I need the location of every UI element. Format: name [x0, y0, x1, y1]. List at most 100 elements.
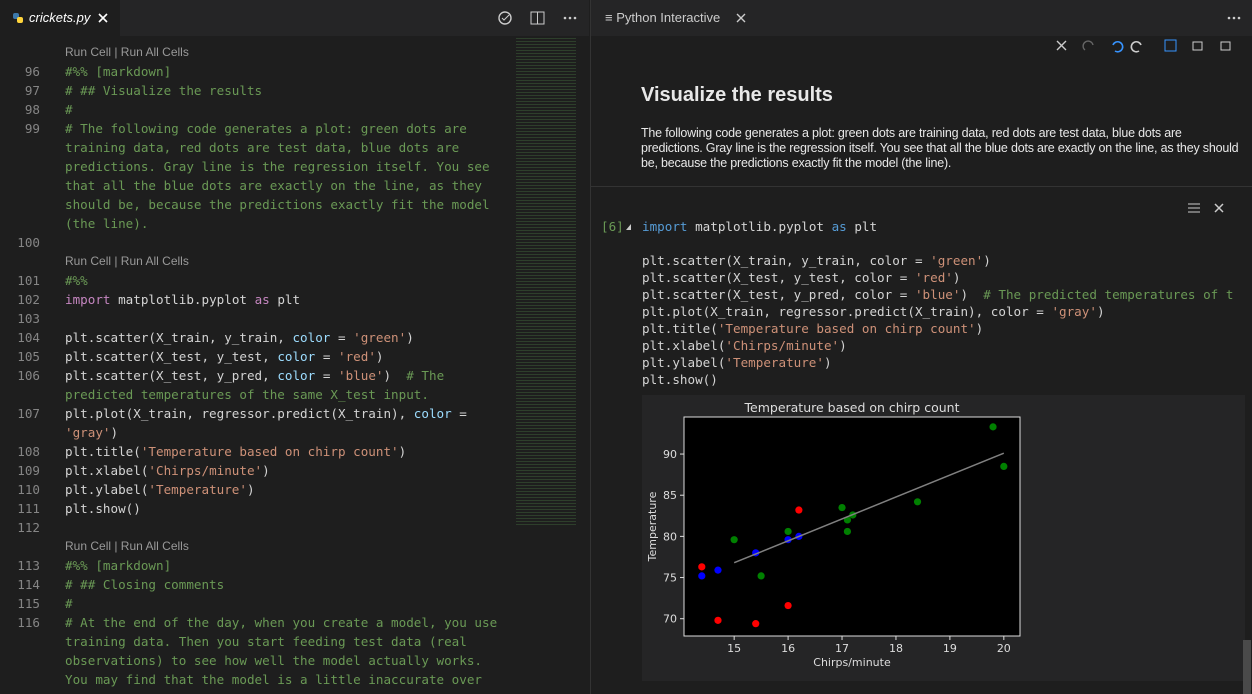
token: should be, because the predictions exact… — [65, 197, 490, 212]
point — [913, 498, 922, 506]
code-text: plt.scatter(X_test, y_pred, color = 'blu… — [65, 366, 444, 385]
chart-title: Temperature based on chirp count — [744, 400, 960, 415]
point — [784, 601, 792, 610]
code-row: plt.xlabel('Chirps/minute') — [642, 337, 847, 354]
token: as — [831, 219, 847, 234]
code-row: (the line). — [0, 214, 516, 233]
code-row: 110 plt.ylabel('Temperature') — [0, 480, 516, 499]
line-number: 96 — [24, 64, 40, 79]
token: = — [315, 368, 338, 383]
code-text: plt.scatter(X_train, y_train, color = 'g… — [65, 328, 414, 347]
code-text: 'gray') — [65, 423, 118, 442]
line-number: 98 — [24, 102, 40, 117]
code-row: 100 — [0, 233, 516, 252]
code-row: plt.ylabel('Temperature') — [642, 354, 832, 371]
token: training data. Then you start feeding te… — [65, 634, 467, 649]
codelens[interactable]: Run Cell | Run All Cells — [65, 539, 189, 553]
token: matplotlib.pyplot — [110, 292, 255, 307]
token: 'blue' — [914, 287, 961, 302]
point — [843, 527, 852, 536]
token: 'blue' — [337, 368, 384, 383]
cell-divider — [591, 186, 1252, 187]
y-tick-label: 90 — [663, 448, 677, 461]
code-row: 114 # ## Closing comments — [0, 575, 516, 594]
tab-title[interactable]: ≡ Python Interactive — [605, 10, 721, 25]
line-number: 112 — [17, 520, 40, 535]
token: ) — [1096, 304, 1105, 319]
editor-actions[interactable] — [497, 10, 577, 26]
minimap — [516, 36, 576, 526]
token: as — [254, 292, 270, 307]
line-number: 110 — [17, 482, 40, 497]
code-row: 99 # The following code generates a plot:… — [0, 119, 516, 138]
code-row: 102 import matplotlib.pyplot as plt — [0, 290, 516, 309]
point — [752, 620, 760, 628]
point — [714, 616, 722, 624]
code-text: plt.title('Temperature based on chirp co… — [65, 442, 406, 461]
token: = — [330, 330, 354, 345]
more-icon[interactable] — [1227, 15, 1243, 21]
x-tick-label: 17 — [835, 642, 849, 655]
close-icon[interactable] — [736, 13, 746, 23]
token: color — [277, 349, 316, 364]
collapse-icon[interactable] — [625, 223, 633, 231]
token: = — [451, 406, 467, 421]
point — [989, 423, 997, 431]
token: (the line). — [65, 216, 149, 231]
y-tick-label: 75 — [663, 572, 677, 585]
code-row: 113 #%% [markdown] — [0, 556, 516, 575]
token: ) — [375, 349, 384, 364]
code-row: 112 — [0, 518, 516, 537]
code-row: 116 # At the end of the day, when you cre… — [0, 613, 516, 632]
code-row: plt.scatter(X_train, y_train, color = 'g… — [642, 252, 991, 269]
token: #%% [markdown] — [65, 64, 172, 79]
token: plt.scatter(X_test, y_test, color = — [642, 270, 915, 285]
codelens[interactable]: Run Cell | Run All Cells — [65, 45, 189, 59]
token: ) — [975, 321, 984, 336]
token: plt.show() — [65, 501, 141, 516]
code-area: Run Cell | Run All Cells 96 #%% [markdown]… — [0, 0, 516, 694]
code-row: 106 plt.scatter(X_test, y_pred, color = '… — [0, 366, 516, 385]
code-text: training data. Then you start feeding te… — [65, 632, 467, 651]
token: 'red' — [337, 349, 376, 364]
token: color — [277, 368, 316, 383]
token: #%% — [65, 273, 88, 288]
token: plt.ylabel( — [65, 482, 149, 497]
code-row: predicted temperatures of the same X_tes… — [0, 385, 516, 404]
token: plt — [269, 292, 301, 307]
code-row: 103 — [0, 309, 516, 328]
y-tick-label: 80 — [663, 530, 677, 543]
point — [698, 572, 706, 580]
toolbar[interactable] — [1055, 38, 1245, 54]
line-number: 100 — [17, 235, 40, 250]
interactive-window: ≡ Python Interactive Visualize the resul… — [590, 0, 1252, 694]
regression-line — [733, 452, 1005, 564]
token: 'Temperature based on chirp count' — [140, 444, 399, 459]
token: plt.show() — [642, 372, 718, 387]
x-axis-label: Chirps/minute — [813, 656, 891, 669]
token: ) — [823, 355, 832, 370]
code-text: # At the end of the day, when you create… — [65, 613, 497, 632]
tab[interactable]: crickets.py — [0, 0, 120, 36]
execution-count: [6] — [601, 219, 624, 234]
chart: Temperature based on chirp count Chirps/m… — [646, 400, 1021, 669]
token: ) — [262, 463, 270, 478]
code-text: #%% — [65, 271, 88, 290]
code-text: observations) to see how well the model … — [65, 651, 482, 670]
tab-bar: crickets.py — [0, 0, 589, 36]
cell-actions[interactable] — [1186, 200, 1231, 216]
token: # At the end of the day, when you create… — [65, 615, 498, 630]
codelens[interactable]: Run Cell | Run All Cells — [65, 254, 189, 268]
token: = — [315, 349, 338, 364]
line-number: 99 — [24, 121, 40, 136]
y-tick-label: 85 — [663, 489, 677, 502]
line-number: 113 — [17, 558, 40, 573]
code-row: plt.scatter(X_test, y_test, color = 'red… — [642, 269, 960, 286]
code-row: Run Cell | Run All Cells — [0, 537, 516, 556]
tab-bar: ≡ Python Interactive — [591, 0, 1252, 36]
token: color — [413, 406, 452, 421]
code-row: You may find that the model is a little … — [0, 670, 516, 689]
close-icon[interactable] — [98, 13, 108, 23]
token: 'gray' — [65, 425, 111, 440]
code-text: # — [65, 594, 73, 613]
